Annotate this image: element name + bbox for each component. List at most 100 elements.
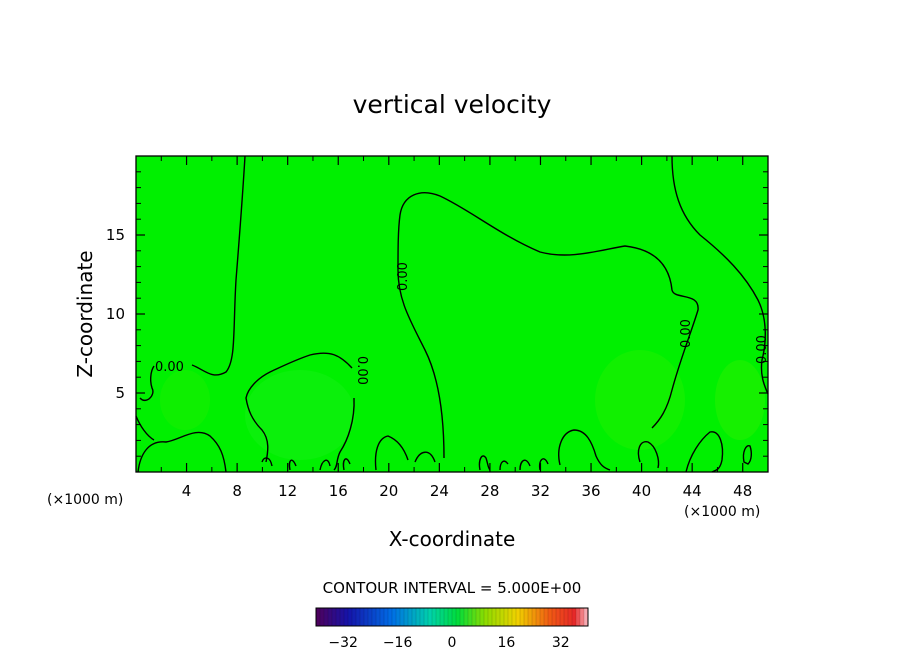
colorbar-cell [416,608,421,626]
y-axis-title: Z-coordinate [73,250,97,377]
colorbar-cell [448,608,453,626]
x-axis: 4 8 12 16 20 24 28 32 36 40 44 48 [135,156,769,500]
contour-line [671,155,769,395]
x-tick-label: 28 [480,482,499,500]
x-unit-label: (×1000 m) [684,504,760,520]
contour-line [478,455,549,471]
y-unit-label: (×1000 m) [47,492,123,508]
y-tick-label: 5 [115,384,125,402]
colorbar-cell [580,608,585,626]
colorbar-tick-label: 0 [448,635,457,651]
contour-labels: 0.00 0.00 0.00 0.00 0.00 [155,262,770,385]
colorbar-cell [344,608,349,626]
colorbar-cell [400,608,405,626]
colorbar-cell [408,608,413,626]
colorbar-cell [320,608,325,626]
colorbar-cell [572,608,577,626]
colorbar-cell [480,608,485,626]
colorbar-cell [460,608,465,626]
colorbar-cell [516,608,521,626]
colorbar-cell [420,608,425,626]
x-tick-label: 44 [683,482,702,500]
x-tick-label: 40 [632,482,651,500]
colorbar-cell [500,608,505,626]
colorbar-cell [392,608,397,626]
colorbar-cell [472,608,477,626]
contour-line [245,352,353,463]
colorbar-cell [576,608,581,626]
x-tick-label: 24 [430,482,449,500]
colorbar-cell [432,608,437,626]
colorbar-cell [492,608,497,626]
contours [135,155,769,473]
colorbar-cell [428,608,433,626]
contour-line [558,429,611,471]
x-tick-label: 36 [581,482,600,500]
colorbar-cell [440,608,445,626]
colorbar-cell [364,608,369,626]
contour-label: 0.00 [354,356,369,385]
colorbar-cell [584,608,589,626]
colorbar-cell [352,608,357,626]
colorbar-cell [368,608,373,626]
colorbar-cell [396,608,401,626]
colorbar-cell [444,608,449,626]
colorbar-cell [412,608,417,626]
colorbar-cell [436,608,441,626]
y-tick-label: 10 [106,305,125,323]
x-tick-label: 32 [531,482,550,500]
x-tick-label: 8 [232,482,242,500]
field-shade [245,370,355,460]
colorbar-tick-label: −16 [383,635,413,651]
colorbar-cell [544,608,549,626]
contour-line [333,397,355,471]
colorbar-cell [424,608,429,626]
colorbar-cell [540,608,545,626]
x-tick-label: 4 [182,482,192,500]
colorbar-cell [468,608,473,626]
colorbar-cell [388,608,393,626]
x-tick-label: 20 [379,482,398,500]
contour-line [135,365,155,441]
colorbar-cell [484,608,489,626]
field-shade [715,360,765,440]
colorbar-tick-label: 16 [497,635,515,651]
colorbar-ticks: −32 −16 0 16 32 [328,635,569,651]
field-shade [595,350,685,450]
colorbar-cell [324,608,329,626]
contour-line [637,441,660,469]
colorbar-cell [528,608,533,626]
colorbar-cell [512,608,517,626]
colorbar-cell [568,608,573,626]
contour-line [374,435,436,471]
colorbar-cell [360,608,365,626]
colorbar-cell [496,608,501,626]
x-tick-label: 16 [329,482,348,500]
colorbar-cell [316,608,321,626]
colorbar-cell [548,608,553,626]
colorbar-cell [376,608,381,626]
field-shade [160,370,210,430]
colorbar-cell [452,608,457,626]
contour-line [137,431,227,473]
colorbar-cell [340,608,345,626]
y-tick-label: 15 [106,226,125,244]
colorbar-cell [560,608,565,626]
colorbar-cell [348,608,353,626]
colorbar-cell [532,608,537,626]
colorbar-cell [536,608,541,626]
colorbar-cell [508,608,513,626]
colorbar-cell [488,608,493,626]
x-tick-label: 12 [278,482,297,500]
x-tick-label: 48 [733,482,752,500]
colorbar-cell [552,608,557,626]
x-axis-title: X-coordinate [389,527,516,551]
colorbar-cell [524,608,529,626]
contour-label: 0.00 [396,262,411,291]
colorbar-frame [315,607,589,627]
colorbar-cell [328,608,333,626]
colorbar-cell [404,608,409,626]
contour-line [397,192,699,459]
colorbar [315,608,589,626]
